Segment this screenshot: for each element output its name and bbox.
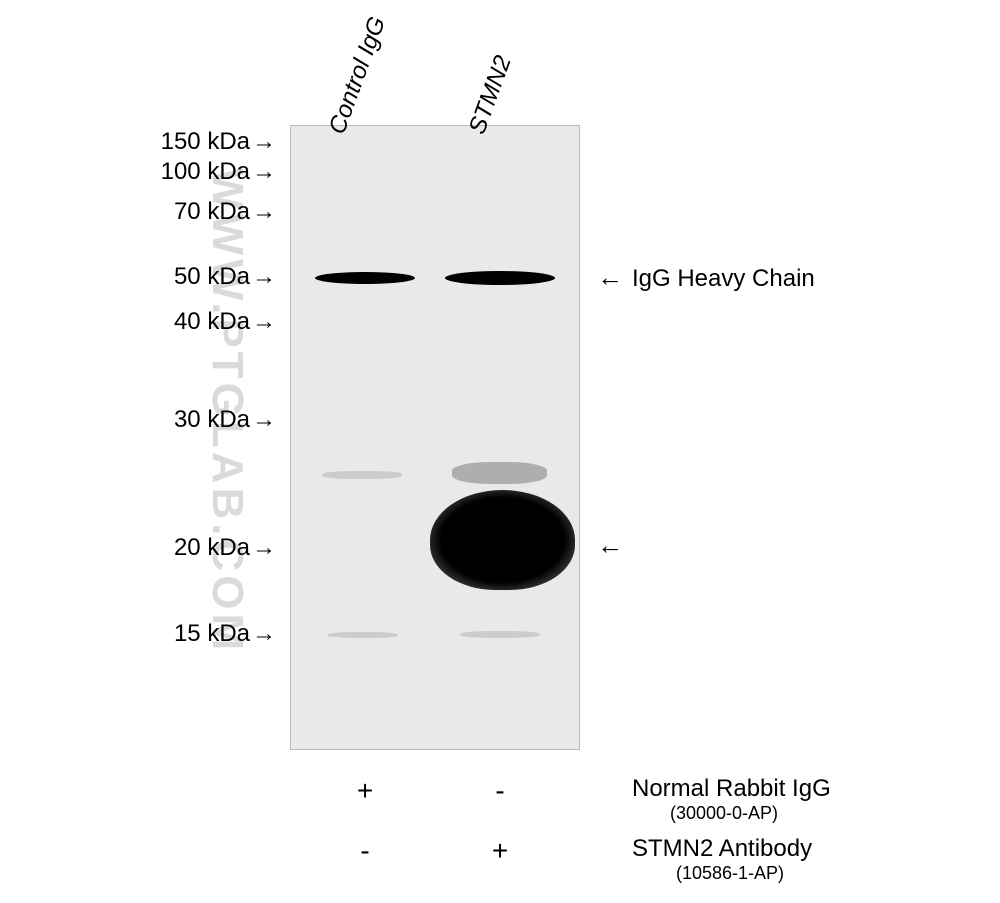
arrow-left-icon: ← (597, 530, 623, 561)
mw-label: 50 kDa (110, 263, 250, 291)
band-faint-lane1-15 (328, 632, 398, 638)
arrow-right-icon: → (252, 198, 276, 226)
band-stmn2-target (430, 490, 575, 590)
mw-label: 150 kDa (110, 128, 250, 156)
figure-container: WWW.PTGLAB.COM Control IgG STMN2 150 kDa… (0, 0, 1000, 903)
blot-membrane (290, 125, 580, 750)
mw-label: 100 kDa (110, 158, 250, 186)
band-faint-lane2-15 (460, 631, 540, 638)
annotation-igg-heavy: IgG Heavy Chain (632, 265, 815, 293)
mw-label: 30 kDa (110, 406, 250, 434)
arrow-right-icon: → (252, 406, 276, 434)
arrow-right-icon: → (252, 128, 276, 156)
table-r1-label: Normal Rabbit IgG (632, 775, 831, 803)
band-igg-lane1 (315, 272, 415, 284)
table-r1-lane1: + (345, 775, 385, 807)
arrow-right-icon: → (252, 620, 276, 648)
table-r2-lane2: + (480, 835, 520, 867)
mw-label: 40 kDa (110, 308, 250, 336)
arrow-right-icon: → (252, 308, 276, 336)
mw-label: 70 kDa (110, 198, 250, 226)
band-faint-upper-lane2 (452, 462, 547, 484)
table-r2-sublabel: (10586-1-AP) (676, 863, 784, 884)
mw-label: 20 kDa (110, 534, 250, 562)
arrow-left-icon: ← (597, 262, 623, 293)
arrow-right-icon: → (252, 263, 276, 291)
arrow-right-icon: → (252, 158, 276, 186)
lane-label-control: Control IgG (324, 13, 392, 138)
table-r1-lane2: - (480, 775, 520, 807)
table-r2-lane1: - (345, 835, 385, 867)
table-r2-label: STMN2 Antibody (632, 835, 812, 863)
mw-label: 15 kDa (110, 620, 250, 648)
band-faint-lane1-a (322, 471, 402, 479)
arrow-right-icon: → (252, 534, 276, 562)
band-igg-lane2 (445, 271, 555, 285)
table-r1-sublabel: (30000-0-AP) (670, 803, 778, 824)
